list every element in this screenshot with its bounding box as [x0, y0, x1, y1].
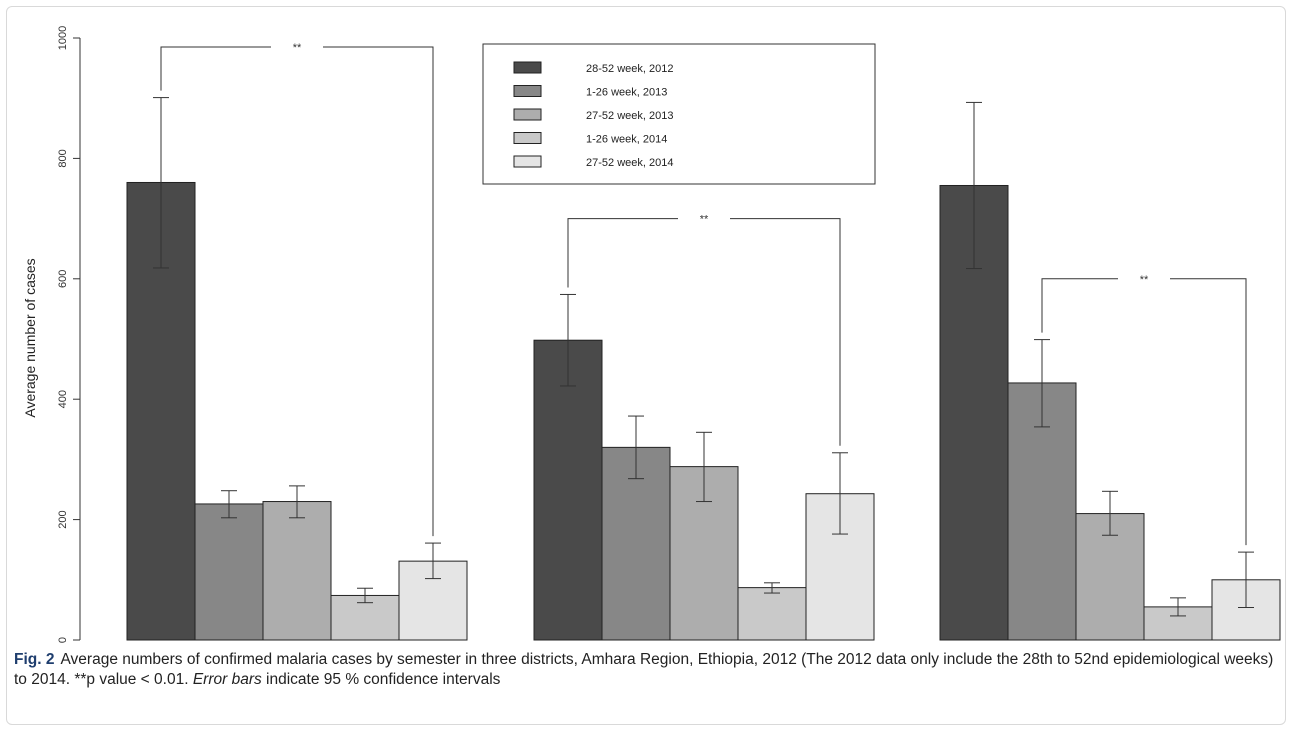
y-axis-label: Average number of cases	[22, 258, 38, 417]
y-tick-label: 800	[57, 149, 69, 167]
y-axis: 0 200 400 600 800 1000	[57, 26, 81, 643]
bar	[737, 587, 807, 641]
bar	[533, 339, 603, 641]
significance-bracket-left	[1041, 278, 1118, 333]
significance-bracket-right	[323, 46, 434, 537]
caption-italic-text: Error bars	[192, 671, 262, 688]
bar	[262, 501, 332, 641]
legend-label: 1-26 week, 2014	[586, 134, 667, 146]
significance-label: **	[293, 42, 302, 54]
figure-caption: Fig. 2 Average numbers of confirmed malar…	[14, 650, 1276, 690]
significance-bracket-right	[1170, 278, 1247, 546]
legend-swatch	[513, 155, 542, 168]
bar	[194, 503, 264, 641]
y-tick-label: 0	[57, 637, 69, 643]
y-tick-label: 600	[57, 270, 69, 288]
legend-label: 27-52 week, 2014	[586, 157, 673, 169]
caption-text-end: indicate 95 % confidence intervals	[261, 671, 501, 688]
significance-bracket-left	[567, 218, 678, 288]
legend-swatch	[513, 108, 542, 121]
caption-text: Average numbers of confirmed malaria cas…	[14, 651, 1274, 688]
legend-swatch	[513, 132, 542, 144]
legend-box	[482, 43, 876, 185]
legend-label: 1-26 week, 2013	[586, 87, 667, 99]
error-bars	[153, 97, 1254, 617]
legend-swatch	[513, 85, 542, 97]
y-tick-label: 1000	[57, 26, 69, 50]
significance-bracket-right	[730, 218, 841, 446]
legend-label: 27-52 week, 2013	[586, 110, 673, 122]
significance-label: **	[1140, 274, 1149, 286]
significance-bracket-left	[160, 46, 271, 91]
legend-label: 28-52 week, 2012	[586, 63, 673, 75]
legend-swatch	[513, 61, 542, 74]
y-tick-label: 400	[57, 390, 69, 408]
bar-chart: 0 200 400 600 800 1000 Average number of case…	[22, 26, 1281, 643]
figure-label: Fig. 2	[14, 651, 55, 668]
bars	[126, 181, 1281, 641]
significance-brackets: ** ** **	[160, 42, 1247, 546]
figure-frame	[6, 6, 1286, 725]
y-tick-label: 200	[57, 510, 69, 528]
significance-label: **	[700, 214, 709, 226]
legend: 28-52 week, 2012 1-26 week, 2013 27-52 wee…	[482, 43, 876, 185]
bar	[601, 446, 671, 641]
